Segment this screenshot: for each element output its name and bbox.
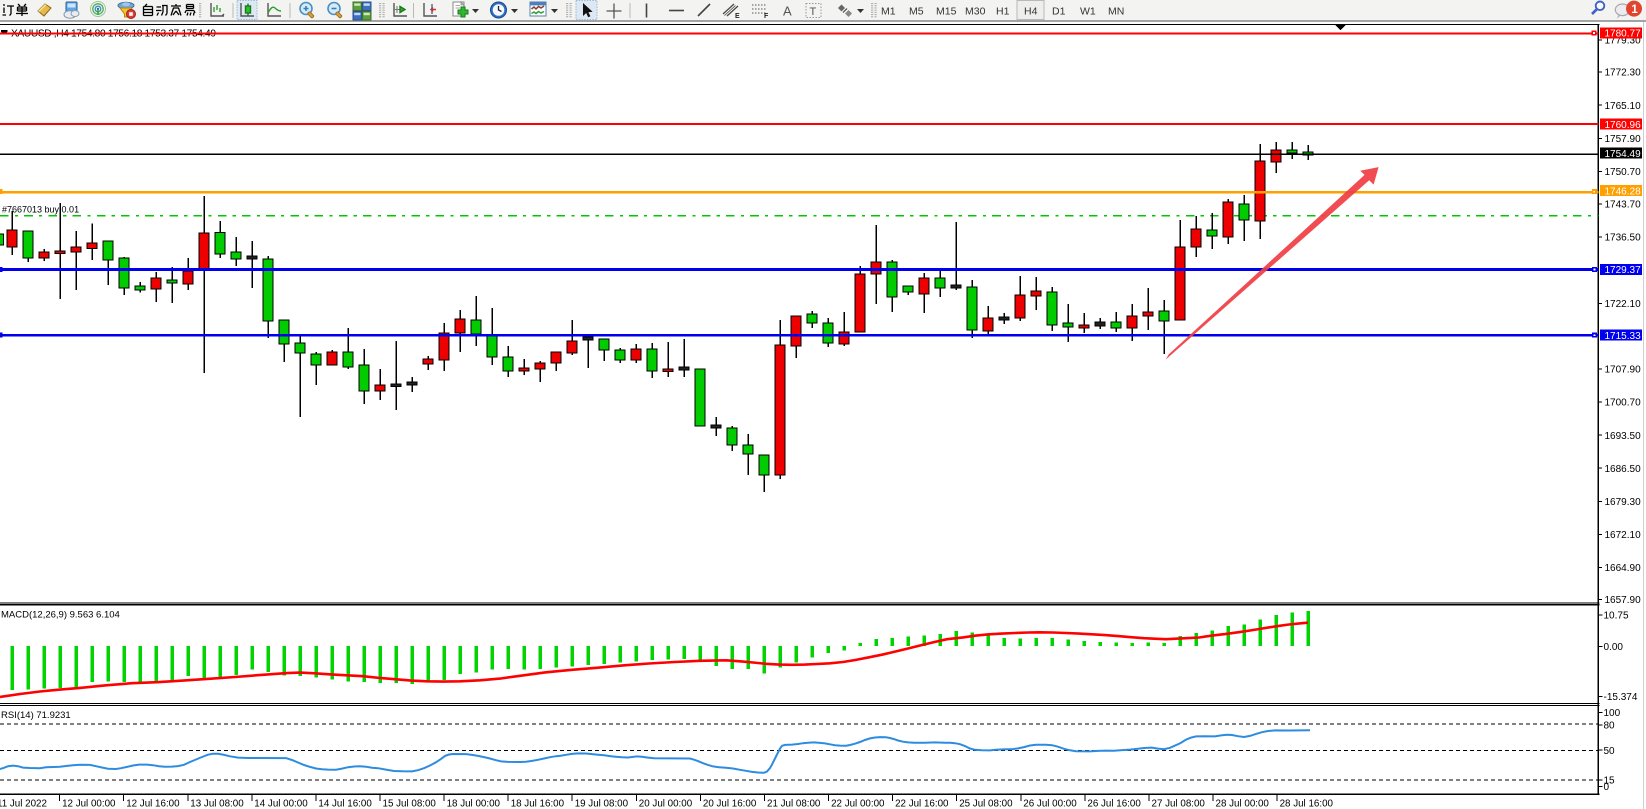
- svg-text:27 Jul 08:00: 27 Jul 08:00: [1152, 799, 1206, 809]
- svg-text:20 Jul 00:00: 20 Jul 00:00: [639, 799, 693, 809]
- svg-text:MN: MN: [1108, 6, 1124, 18]
- svg-text:10.75: 10.75: [1604, 611, 1629, 622]
- svg-text:50: 50: [1604, 746, 1616, 757]
- svg-text:80: 80: [1604, 720, 1616, 731]
- svg-text:15: 15: [1604, 776, 1616, 787]
- svg-text:1672.10: 1672.10: [1605, 530, 1642, 541]
- svg-text:19 Jul 08:00: 19 Jul 08:00: [575, 799, 629, 809]
- svg-text:W1: W1: [1080, 6, 1096, 18]
- svg-text:M1: M1: [881, 6, 896, 18]
- svg-text:20 Jul 16:00: 20 Jul 16:00: [703, 799, 757, 809]
- svg-text:22 Jul 16:00: 22 Jul 16:00: [895, 799, 949, 809]
- svg-text:1715.33: 1715.33: [1605, 331, 1642, 342]
- svg-text:1679.30: 1679.30: [1605, 497, 1642, 508]
- svg-text:1765.10: 1765.10: [1605, 101, 1642, 112]
- svg-text:1736.50: 1736.50: [1605, 233, 1642, 244]
- svg-text:M30: M30: [965, 6, 986, 18]
- svg-text:1707.90: 1707.90: [1605, 364, 1642, 375]
- svg-text:-15.374: -15.374: [1604, 692, 1638, 703]
- svg-text:F: F: [764, 13, 769, 20]
- svg-text:1757.90: 1757.90: [1605, 134, 1642, 145]
- svg-text:14 Jul 00:00: 14 Jul 00:00: [254, 799, 308, 809]
- svg-text:13 Jul 08:00: 13 Jul 08:00: [190, 799, 244, 809]
- svg-text:26 Jul 00:00: 26 Jul 00:00: [1023, 799, 1077, 809]
- svg-text:1779.30: 1779.30: [1605, 35, 1642, 46]
- svg-text:15 Jul 08:00: 15 Jul 08:00: [383, 799, 437, 809]
- svg-text:0.00: 0.00: [1604, 642, 1624, 653]
- svg-text:14 Jul 16:00: 14 Jul 16:00: [318, 799, 372, 809]
- svg-text:E: E: [735, 13, 740, 20]
- svg-text:100: 100: [1604, 708, 1621, 719]
- svg-text:18 Jul 00:00: 18 Jul 00:00: [447, 799, 501, 809]
- svg-text:MACD(12,26,9) 9.563 6.104: MACD(12,26,9) 9.563 6.104: [1, 610, 120, 621]
- svg-text:1693.50: 1693.50: [1605, 431, 1642, 442]
- svg-text:A: A: [783, 4, 792, 19]
- svg-text:M15: M15: [936, 6, 957, 18]
- svg-text:#7667013 buy 0.01: #7667013 buy 0.01: [2, 205, 79, 215]
- svg-text:0: 0: [1604, 782, 1610, 793]
- svg-text:26 Jul 16:00: 26 Jul 16:00: [1087, 799, 1141, 809]
- svg-text:21 Jul 08:00: 21 Jul 08:00: [767, 799, 821, 809]
- svg-text:12 Jul 00:00: 12 Jul 00:00: [62, 799, 116, 809]
- svg-text:H1: H1: [996, 6, 1010, 18]
- svg-text:1686.50: 1686.50: [1605, 464, 1642, 475]
- svg-text:1746.28: 1746.28: [1605, 186, 1642, 197]
- svg-text:1760.96: 1760.96: [1605, 120, 1642, 131]
- svg-text:1657.90: 1657.90: [1605, 595, 1642, 606]
- svg-text:1750.70: 1750.70: [1605, 167, 1642, 178]
- svg-text:1772.30: 1772.30: [1605, 68, 1642, 79]
- svg-text:18 Jul 16:00: 18 Jul 16:00: [511, 799, 565, 809]
- svg-text:1722.10: 1722.10: [1605, 299, 1642, 310]
- svg-text:H4: H4: [1024, 6, 1038, 18]
- svg-text:12 Jul 16:00: 12 Jul 16:00: [126, 799, 180, 809]
- svg-text:T: T: [810, 6, 817, 18]
- svg-text:1729.37: 1729.37: [1605, 265, 1642, 276]
- svg-text:RSI(14) 71.9231: RSI(14) 71.9231: [1, 710, 71, 721]
- svg-text:1780.77: 1780.77: [1605, 29, 1642, 40]
- svg-text:1754.49: 1754.49: [1605, 149, 1642, 160]
- svg-text:M5: M5: [909, 6, 924, 18]
- svg-text:1664.90: 1664.90: [1605, 563, 1642, 574]
- svg-text:1: 1: [1631, 4, 1638, 16]
- svg-text:22 Jul 00:00: 22 Jul 00:00: [831, 799, 885, 809]
- svg-text:25 Jul 08:00: 25 Jul 08:00: [959, 799, 1013, 809]
- svg-text:11 Jul 2022: 11 Jul 2022: [0, 799, 47, 809]
- svg-text:28 Jul 16:00: 28 Jul 16:00: [1280, 799, 1334, 809]
- svg-text:D1: D1: [1052, 6, 1066, 18]
- svg-text:1743.70: 1743.70: [1605, 199, 1642, 210]
- svg-text:28 Jul 00:00: 28 Jul 00:00: [1216, 799, 1270, 809]
- svg-text:1700.70: 1700.70: [1605, 398, 1642, 409]
